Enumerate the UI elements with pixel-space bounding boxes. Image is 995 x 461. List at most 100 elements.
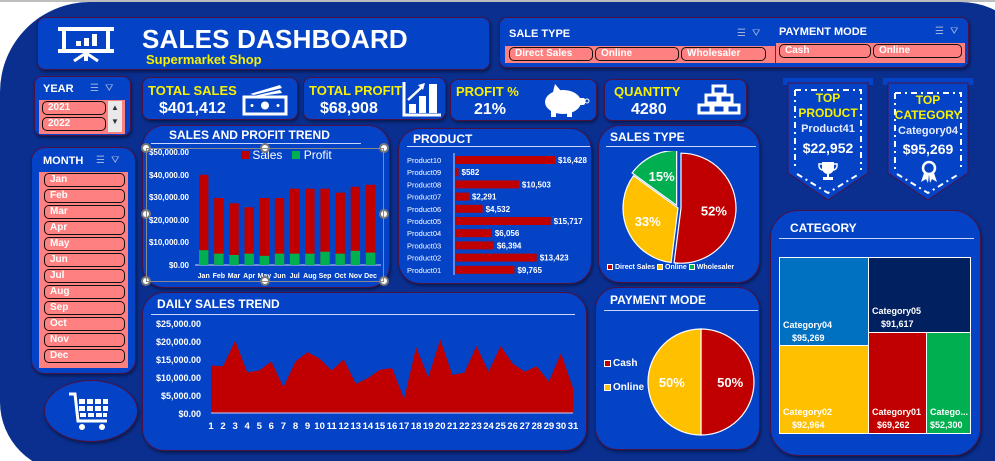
growth-chart-icon: [402, 82, 441, 117]
slicer-item-may[interactable]: May: [44, 237, 125, 251]
kpi-total-sales: TOTAL SALES $401,412: [142, 77, 298, 120]
payment-slicer-icons: ☰⛛: [935, 26, 964, 37]
bar-product: [455, 217, 551, 225]
treemap-category02[interactable]: Category02 $92,964: [779, 345, 869, 434]
clear-filter-icon[interactable]: ⛛: [751, 28, 767, 39]
svg-text:25: 25: [495, 421, 506, 432]
year-slicer-title: YEAR: [43, 83, 74, 95]
slicer-item-cash[interactable]: Cash: [779, 44, 871, 58]
treemap-category04[interactable]: Category04 $95,269: [779, 257, 869, 346]
resize-handle[interactable]: [379, 276, 389, 286]
slicer-item-direct-sales[interactable]: Direct Sales: [509, 47, 593, 61]
slicer-item-wholesaler[interactable]: Wholesaler: [681, 47, 766, 61]
slicer-item-nov[interactable]: Nov: [44, 333, 125, 347]
resize-handle[interactable]: [379, 143, 389, 153]
legend-wholesaler: Wholesaler: [696, 264, 735, 271]
year-slicer: YEAR ☰⛛ 2021 2022 ▲ ▼: [34, 76, 131, 136]
resize-handle[interactable]: [141, 209, 151, 219]
bar-sales: [214, 198, 224, 265]
svg-text:29: 29: [544, 421, 555, 432]
product-bar-chart[interactable]: Product10 $16,428 Product09 $582 Product08 $1…: [399, 151, 593, 281]
treemap-category01[interactable]: Category01 $69,262: [868, 332, 927, 434]
slicer-payment-mode-title: PAYMENT MODE: [779, 26, 868, 38]
daily-sales-trend-card: DAILY SALES TREND $25,000.00 $20,000.00 …: [142, 292, 587, 451]
slicer-item-dec[interactable]: Dec: [44, 349, 125, 363]
multi-select-icon[interactable]: ☰: [935, 26, 950, 37]
scroll-down-icon[interactable]: ▼: [111, 117, 119, 126]
slicer-item-jul[interactable]: Jul: [44, 269, 125, 283]
svg-text:12: 12: [338, 421, 349, 432]
treemap-value: $69,262: [877, 420, 910, 430]
slicer-item-aug[interactable]: Aug: [44, 285, 125, 299]
y-tick: $0.00: [168, 261, 189, 270]
svg-text:26: 26: [507, 421, 518, 432]
trophy-icon: [818, 162, 838, 180]
slicer-item-oct[interactable]: Oct: [44, 317, 125, 331]
year-slicer-scrollbar[interactable]: ▲ ▼: [108, 101, 122, 132]
pie-slice: [622, 174, 679, 264]
award-ribbon-icon: [921, 160, 937, 183]
y-tick: $20,000.00: [148, 216, 189, 225]
cart-button[interactable]: [44, 380, 138, 442]
ribbon-banner-shape: [783, 78, 873, 201]
clear-filter-icon[interactable]: ⛛: [949, 26, 965, 37]
top-category-ribbon: TOP CATEGORY Category04 $95,269: [883, 78, 973, 203]
slicer-item-sep[interactable]: Sep: [44, 301, 125, 315]
treemap-category03[interactable]: Catego... $52,300: [926, 332, 971, 434]
treemap-category05[interactable]: Category05 $91,617: [868, 257, 971, 333]
multi-select-icon[interactable]: ☰: [737, 28, 752, 39]
slicer-item-jun[interactable]: Jun: [44, 253, 125, 267]
slicer-item-online[interactable]: Online: [595, 47, 679, 61]
slicer-item-payment-online[interactable]: Online: [873, 44, 962, 58]
kpi-value: $68,908: [320, 100, 378, 117]
svg-text:18: 18: [411, 421, 422, 432]
svg-text:Aug: Aug: [303, 273, 317, 280]
svg-text:21: 21: [447, 421, 458, 432]
resize-handle[interactable]: [141, 276, 151, 286]
multi-select-icon[interactable]: ☰: [90, 83, 105, 94]
bar-sales: [335, 192, 345, 265]
bar-profit: [259, 255, 270, 265]
svg-text:5: 5: [257, 421, 263, 432]
payment-mode-pie[interactable]: 50% 50%: [646, 328, 756, 440]
resize-handle[interactable]: [260, 143, 270, 153]
year-slicer-icons: ☰⛛: [90, 83, 119, 94]
treemap-label: Category02: [783, 407, 833, 417]
multi-select-icon[interactable]: ☰: [96, 155, 111, 166]
bar-profit: [229, 254, 239, 265]
svg-text:50%: 50%: [659, 375, 685, 390]
slicer-item-feb[interactable]: Feb: [44, 189, 125, 203]
top-product-value: $22,952: [802, 140, 854, 156]
slicer-item-mar[interactable]: Mar: [44, 205, 125, 219]
clear-filter-icon[interactable]: ⛛: [110, 155, 126, 166]
slicer-item-2021[interactable]: 2021: [42, 101, 106, 115]
slicer-item-2022[interactable]: 2022: [42, 117, 106, 131]
resize-handle[interactable]: [379, 209, 389, 219]
svg-text:Sep: Sep: [319, 273, 332, 280]
svg-text:11: 11: [327, 421, 338, 432]
bar-profit: [350, 250, 361, 265]
top-slicer-card: SALE TYPE ☰⛛ Direct Sales Online Wholesa…: [499, 17, 969, 68]
sales-type-card: SALES TYPE 52% 33% 15% Direct Sales Online…: [598, 125, 760, 283]
top-product-heading-1: TOP: [815, 91, 841, 105]
resize-handle[interactable]: [141, 143, 151, 153]
svg-text:Jun: Jun: [273, 273, 285, 280]
title-underline: [779, 238, 974, 239]
sales-type-pie[interactable]: 52% 33% 15%: [618, 151, 742, 267]
svg-text:$2,291: $2,291: [472, 193, 497, 202]
bar-profit: [365, 252, 376, 265]
svg-text:8: 8: [293, 421, 298, 432]
slicer-item-jan[interactable]: Jan: [44, 173, 125, 187]
bar-product: [455, 204, 483, 213]
resize-handle[interactable]: [260, 276, 270, 286]
month-slicer: MONTH ☰⛛ Jan Feb Mar Apr May Jun Jul Aug…: [31, 147, 136, 374]
scroll-up-icon[interactable]: ▲: [111, 103, 119, 112]
daily-sales-area-chart[interactable]: 1 2 3 4 5 6 7 8 9 10 11 12 13 14 15 16 17 18 19 20 21 22 23 24 2…: [203, 323, 583, 438]
svg-text:$9,765: $9,765: [517, 266, 542, 275]
kpi-total-profit: TOTAL PROFIT $68,908: [303, 77, 446, 120]
svg-text:Oct: Oct: [334, 273, 346, 280]
clear-filter-icon[interactable]: ⛛: [104, 83, 120, 94]
slicer-item-apr[interactable]: Apr: [44, 221, 125, 235]
svg-text:15: 15: [375, 421, 386, 432]
